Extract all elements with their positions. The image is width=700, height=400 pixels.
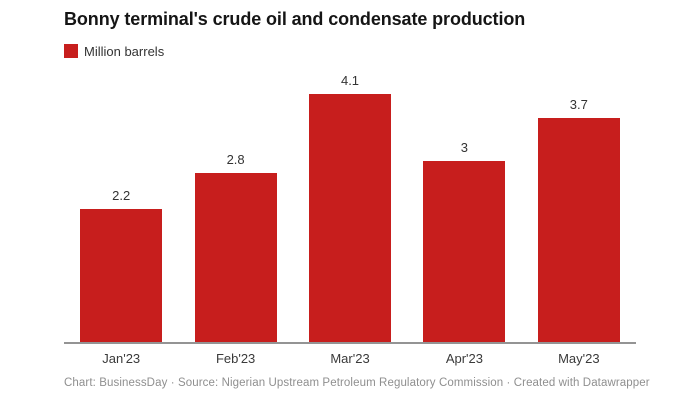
bar-Feb'23 [194,173,277,342]
x-axis-tick-label: May'23 [558,351,600,366]
plot-area: 2.2 2.8 4.1 3 3.7 [64,70,636,344]
page-title: Bonny terminal's crude oil and condensat… [64,9,526,29]
bar-value-label: 4.1 [340,73,360,88]
bar-slot: 2.8 [178,70,292,342]
bar-Apr'23 [423,161,506,342]
x-axis-labels: Jan'23 Feb'23 Mar'23 Apr'23 May'23 [64,344,636,366]
bar-value-label: 2.2 [112,188,131,203]
bar-value-label: 2.8 [226,152,245,167]
x-axis-tick-label: Jan'23 [102,351,141,366]
bar-slot: 3 [407,70,521,342]
bar-value-label: 3 [460,140,469,155]
legend-label: Million barrels [84,43,165,59]
x-axis-tick-label: Mar'23 [330,351,370,366]
bar-slot: 2.2 [64,70,178,342]
bar-Jan'23 [80,209,163,342]
bar-slot: 4.1 [293,70,407,342]
bar-May'23 [537,118,620,342]
legend: Million barrels [64,43,636,59]
bar-Mar'23 [309,94,392,342]
x-axis-tick-label: Apr'23 [445,351,483,366]
bar-value-label: 3.7 [569,97,588,112]
footer-attribution: Chart: BusinessDay · Source: Nigerian Up… [64,377,650,389]
x-axis-tick-label: Feb'23 [215,351,256,366]
bar-slot: 3.7 [522,70,636,342]
legend-swatch-icon [64,44,78,58]
